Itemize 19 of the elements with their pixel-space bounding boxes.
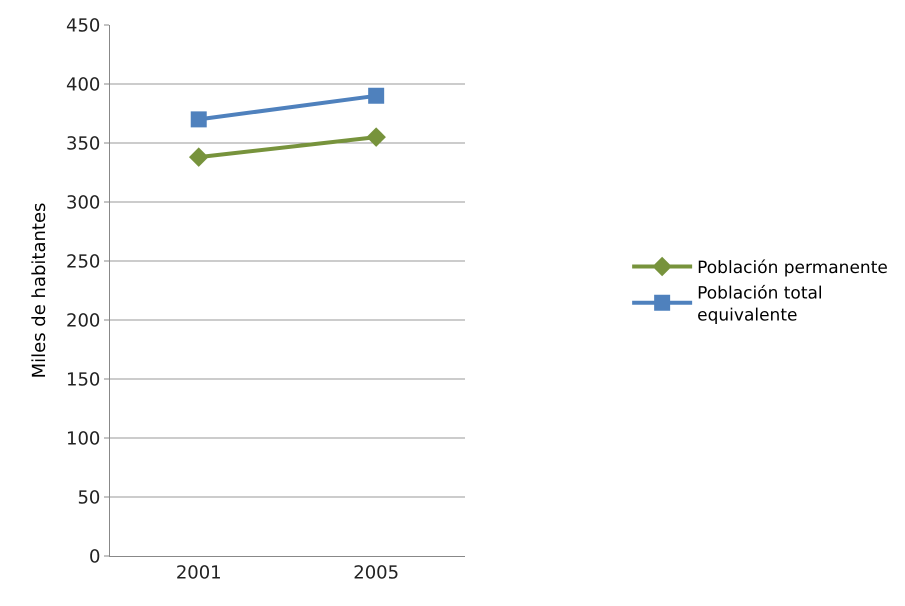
- legend-label: Población permanente: [697, 258, 888, 278]
- y-tick-label: 200: [66, 310, 100, 332]
- y-axis-title: Miles de habitantes: [29, 202, 50, 378]
- legend-label: Población total equivalente: [697, 283, 823, 326]
- point: [368, 88, 384, 104]
- y-tick-label: 450: [66, 15, 100, 36]
- y-tick-label: 350: [66, 133, 100, 154]
- x-tick-label: 2005: [353, 562, 400, 584]
- point: [188, 147, 208, 167]
- y-tick-label: 100: [66, 428, 100, 450]
- y-tick-label: 250: [66, 251, 100, 272]
- y-tick-label: 400: [66, 74, 100, 96]
- y-tick-label: 300: [66, 192, 100, 214]
- x-tick-label: 2001: [176, 562, 222, 584]
- y-tick-label: 0: [88, 546, 100, 568]
- y-tick-label: 150: [66, 369, 100, 390]
- point: [366, 127, 386, 147]
- y-tick-label: 50: [77, 487, 100, 508]
- point: [190, 111, 207, 128]
